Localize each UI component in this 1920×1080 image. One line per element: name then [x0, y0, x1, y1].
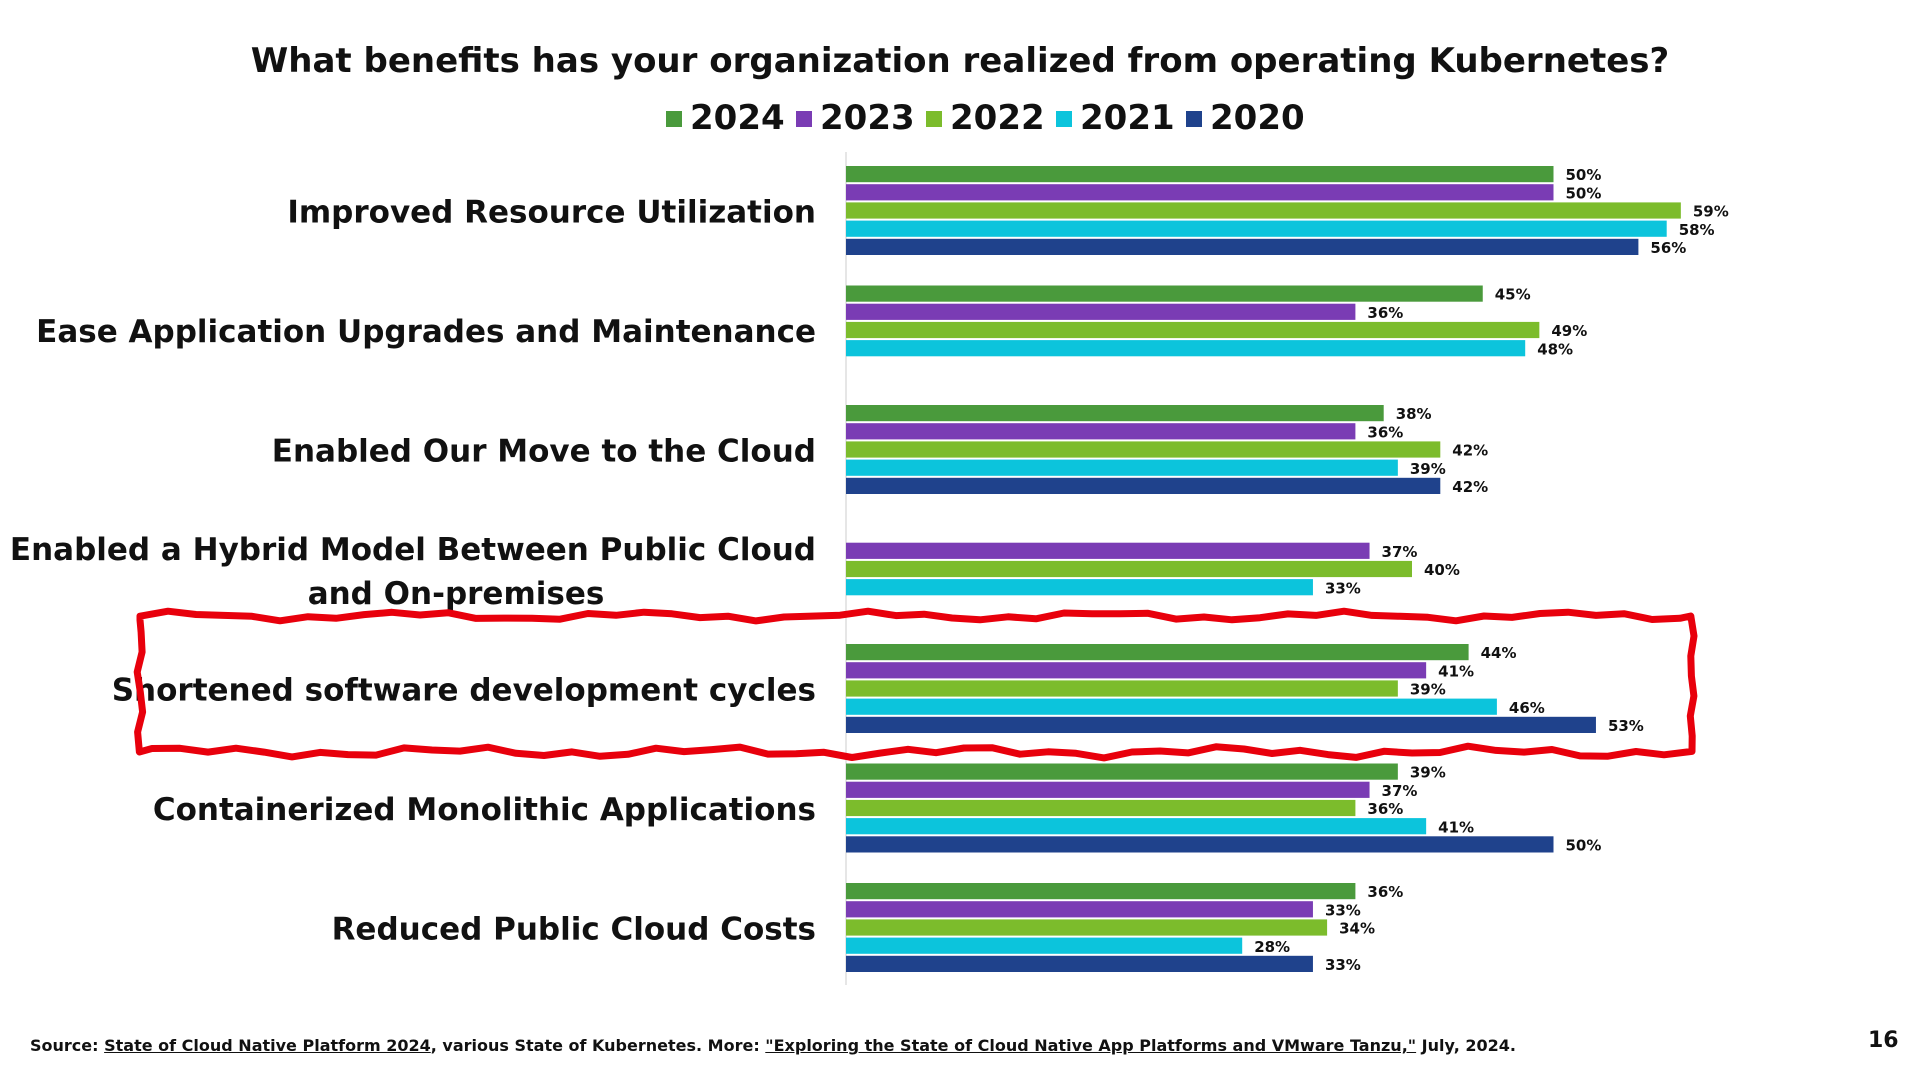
value-label-2021-0: 58%: [1679, 221, 1715, 239]
value-label-2022-6: 34%: [1339, 920, 1375, 938]
value-label-2022-2: 42%: [1452, 442, 1488, 460]
value-label-2023-0: 50%: [1566, 184, 1602, 202]
bar-2023-2: [846, 423, 1356, 440]
value-label-2022-5: 36%: [1367, 800, 1403, 818]
chart-title: What benefits has your organization real…: [251, 41, 1670, 81]
bar-2022-0: [846, 202, 1681, 219]
bar-2024-4: [846, 644, 1469, 661]
bar-2021-4: [846, 698, 1497, 715]
bars: 50%50%59%58%56%45%36%49%48%38%36%42%39%4…: [846, 166, 1729, 974]
category-label-3: Enabled a Hybrid Model Between Public Cl…: [10, 532, 816, 612]
bar-2021-1: [846, 340, 1526, 357]
bar-2021-6: [846, 937, 1243, 954]
value-label-2024-5: 39%: [1410, 764, 1446, 782]
value-label-2023-3: 37%: [1382, 543, 1418, 561]
legend-swatch-2023: [796, 111, 812, 127]
bar-2024-0: [846, 166, 1554, 183]
highlight-outline: [133, 607, 1698, 762]
value-label-2022-0: 59%: [1693, 203, 1729, 221]
bar-2021-0: [846, 220, 1667, 237]
value-label-2021-4: 46%: [1509, 699, 1545, 717]
category-label-0: Improved Resource Utilization: [287, 195, 816, 231]
category-label-4: Shortened software development cycles: [112, 673, 816, 709]
value-label-2020-2: 42%: [1452, 478, 1488, 496]
page-number: 16: [1868, 1028, 1899, 1053]
bar-2023-5: [846, 781, 1370, 798]
value-label-2023-6: 33%: [1325, 901, 1361, 919]
value-label-2021-5: 41%: [1438, 818, 1474, 836]
legend-label-2024: 2024: [690, 98, 785, 138]
bar-2021-3: [846, 579, 1313, 596]
value-label-2023-4: 41%: [1438, 662, 1474, 680]
category-label-2: Enabled Our Move to the Cloud: [272, 434, 816, 470]
value-label-2024-6: 36%: [1367, 883, 1403, 901]
bar-2024-1: [846, 285, 1483, 302]
value-label-2022-4: 39%: [1410, 681, 1446, 699]
value-label-2023-2: 36%: [1367, 423, 1403, 441]
legend-label-2023: 2023: [820, 98, 915, 138]
bar-2023-3: [846, 542, 1370, 559]
bar-2022-4: [846, 680, 1398, 697]
bar-2023-4: [846, 662, 1427, 679]
bar-2020-5: [846, 836, 1554, 853]
legend: 2024 2023 2022 2021 2020: [666, 98, 1305, 138]
bar-2024-5: [846, 763, 1398, 780]
legend-label-2020: 2020: [1210, 98, 1305, 138]
footer-link-report[interactable]: State of Cloud Native Platform 2024: [104, 1036, 431, 1055]
bar-2020-6: [846, 955, 1313, 972]
footer-source-prefix: Source:: [30, 1036, 105, 1055]
value-label-2024-0: 50%: [1566, 166, 1602, 184]
footer-suffix: July, 2024.: [1416, 1036, 1516, 1055]
value-label-2024-1: 45%: [1495, 286, 1531, 304]
bar-2021-2: [846, 459, 1398, 476]
legend-swatch-2020: [1186, 111, 1202, 127]
bar-2021-5: [846, 818, 1427, 835]
value-label-2020-5: 50%: [1566, 837, 1602, 855]
bar-2024-6: [846, 883, 1356, 900]
bar-2020-4: [846, 716, 1596, 733]
bar-2020-2: [846, 477, 1441, 494]
value-label-2020-6: 33%: [1325, 956, 1361, 974]
value-label-2021-1: 48%: [1537, 340, 1573, 358]
value-label-2023-1: 36%: [1367, 304, 1403, 322]
bar-2022-1: [846, 321, 1540, 339]
value-label-2024-2: 38%: [1396, 405, 1432, 423]
category-label-6: Reduced Public Cloud Costs: [332, 912, 816, 948]
source-footer: Source: State of Cloud Native Platform 2…: [30, 1036, 1516, 1055]
value-label-2022-1: 49%: [1551, 322, 1587, 340]
value-label-2020-0: 56%: [1650, 239, 1686, 257]
category-labels: Improved Resource Utilization Ease Applic…: [10, 195, 816, 948]
category-label-1: Ease Application Upgrades and Maintenanc…: [36, 314, 816, 350]
bar-2022-3: [846, 560, 1412, 578]
legend-swatch-2022: [926, 111, 942, 127]
value-label-2024-4: 44%: [1481, 644, 1517, 662]
legend-label-2022: 2022: [950, 98, 1045, 138]
value-label-2022-3: 40%: [1424, 561, 1460, 579]
category-label-3-line-1: Enabled a Hybrid Model Between Public Cl…: [10, 532, 816, 568]
value-label-2020-4: 53%: [1608, 717, 1644, 735]
footer-middle-text: , various State of Kubernetes. More:: [430, 1036, 766, 1055]
bar-2020-0: [846, 238, 1639, 255]
category-label-3-line-2: and On-premises: [308, 576, 605, 612]
bar-2024-2: [846, 405, 1384, 422]
bar-2023-6: [846, 901, 1313, 918]
category-label-5: Containerized Monolithic Applications: [153, 792, 816, 828]
value-label-2021-3: 33%: [1325, 579, 1361, 597]
footer-link-article[interactable]: "Exploring the State of Cloud Native App…: [765, 1036, 1417, 1055]
legend-swatch-2021: [1056, 111, 1072, 127]
bar-2022-2: [846, 441, 1441, 458]
bar-2023-0: [846, 184, 1554, 201]
value-label-2023-5: 37%: [1382, 782, 1418, 800]
bar-2023-1: [846, 303, 1356, 320]
value-label-2021-2: 39%: [1410, 460, 1446, 478]
bar-2022-6: [846, 919, 1328, 936]
value-label-2021-6: 28%: [1254, 938, 1290, 956]
legend-swatch-2024: [666, 111, 682, 127]
bar-2022-5: [846, 799, 1356, 817]
legend-label-2021: 2021: [1080, 98, 1175, 138]
